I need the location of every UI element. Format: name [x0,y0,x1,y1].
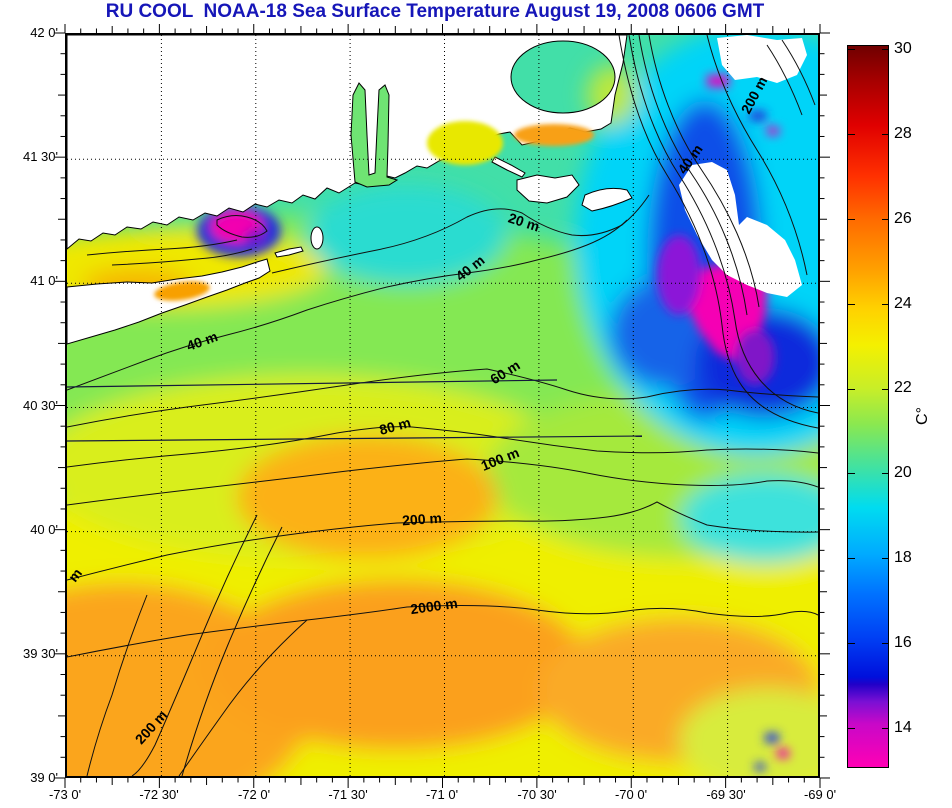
y-tick-label-6: 39 0' [30,770,58,785]
colorbar-inner-tick [882,643,889,645]
colorbar-inner-tick [848,133,855,135]
y-tick-label-5: 39 30' [22,646,58,661]
bathymetry-contours [67,35,818,776]
colorbar-tick-label-28: 28 [894,125,912,142]
land-block-island [310,226,324,250]
colorbar-inner-tick [882,218,889,220]
x-tick-label-2: -72 0' [237,787,271,802]
transect-lines [67,379,643,442]
colorbar-tick-label-20: 20 [894,464,912,481]
land-marthas-vineyard [516,174,580,204]
colorbar-tick-label-22: 22 [894,379,912,396]
colorbar-inner-tick [882,388,889,390]
colorbar-inner-tick [882,133,889,135]
sst-field [67,35,818,776]
colorbar-inner-tick [848,558,855,560]
x-tick-label-4: -71 0' [425,787,459,802]
x-tick-label-0: -73 0' [48,787,82,802]
y-tick-label-3: 40 30' [22,398,58,413]
bay-waters [154,121,594,301]
x-tick-label-5: -70 30' [517,787,557,802]
x-tick-label-6: -70 0' [614,787,648,802]
colorbar-inner-tick [848,643,855,645]
land-fishers-island [274,246,304,258]
colorbar-tick-label-16: 16 [894,634,912,651]
colorbar-inner-tick [882,473,889,475]
colorbar-inner-tick [848,49,855,50]
y-tick-label-0: 42 0' [30,25,58,40]
contour-label-80m: 80 m [378,414,413,438]
colorbar-inner-tick [848,473,855,475]
sst-map-svg: 20 m 40 m 40 m 40 m 200 m 60 m 80 m 100 … [67,35,818,776]
colorbar-inner-tick [848,388,855,390]
contour-label-2000m: 2000 m [409,595,458,617]
colorbar-inner-tick [848,218,855,220]
colorbar-inner-tick [848,728,855,729]
x-tick-label-8: -69 0' [803,787,837,802]
y-tick-label-2: 41 0' [30,273,58,288]
colorbar [847,45,889,768]
colorbar-tick-label-24: 24 [894,295,912,312]
y-tick-label-1: 41 30' [22,149,58,164]
x-tick-label-1: -72 30' [139,787,179,802]
colorbar-unit-label: C° [914,407,931,425]
colorbar-tick-label-18: 18 [894,549,912,566]
land-masses [67,35,633,345]
land-long-island [67,258,271,345]
land-nantucket [581,187,633,212]
map-plot: 20 m 40 m 40 m 40 m 200 m 60 m 80 m 100 … [65,33,820,778]
page-title: RU COOL NOAA-18 Sea Surface Temperature … [105,1,765,22]
narragansett-bay [350,82,399,188]
colorbar-tick-label-26: 26 [894,210,912,227]
colorbar-inner-tick [882,49,889,50]
cloud-masks [679,35,807,297]
x-tick-label-3: -71 30' [328,787,368,802]
colorbar-tick-label-14: 14 [894,719,912,736]
y-tick-label-4: 40 0' [30,522,58,537]
contour-label-200m: 200 m [402,510,443,529]
colorbar-inner-tick [848,303,855,305]
colorbar-inner-tick [882,558,889,560]
land-elizabeth-islands [491,156,526,178]
colorbar-tick-label-30: 30 [894,40,912,57]
x-tick-label-7: -69 30' [706,787,746,802]
colorbar-inner-tick [882,728,889,729]
colorbar-inner-tick [882,303,889,305]
